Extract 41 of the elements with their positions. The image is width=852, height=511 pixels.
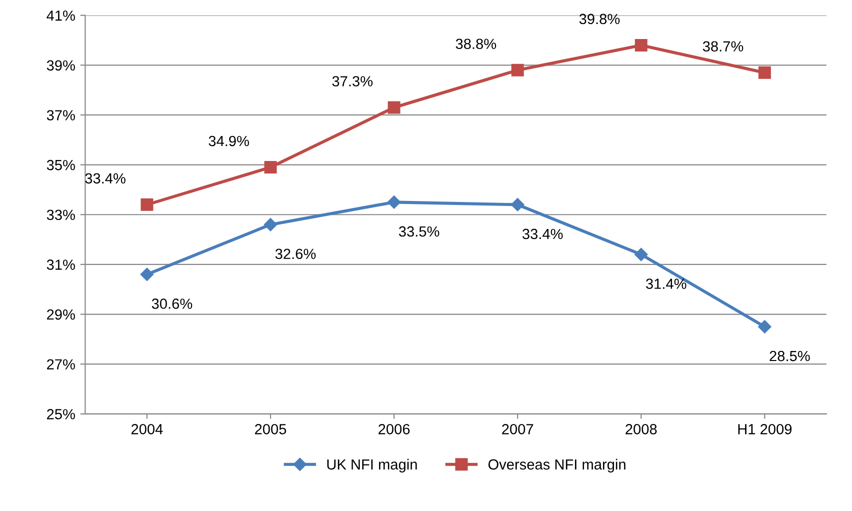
y-tick-label: 39% <box>46 60 75 71</box>
legend-label: UK NFI magin <box>327 458 417 473</box>
y-tick-label: 29% <box>47 309 75 320</box>
data-label: 28.5% <box>770 350 810 362</box>
data-label: 32.6% <box>275 248 316 260</box>
y-tick-label: 31% <box>46 260 75 270</box>
data-label: 33.4% <box>522 228 563 240</box>
x-tick-label: 2005 <box>255 424 286 434</box>
point <box>264 161 277 174</box>
data-label: 30.6% <box>152 298 192 309</box>
data-label: 39.8% <box>579 14 620 24</box>
point <box>511 198 524 212</box>
point <box>634 38 648 52</box>
point <box>140 268 154 281</box>
x-tick-label: 2007 <box>502 424 534 434</box>
point <box>388 101 400 114</box>
y-tick-label: 27% <box>47 359 75 370</box>
x-tick-label: H1 2009 <box>738 424 792 434</box>
y-tick-label: 33% <box>46 210 75 220</box>
data-label: 38.8% <box>456 38 496 50</box>
data-label: 33.5% <box>398 226 440 237</box>
y-tick-label: 35% <box>46 160 75 170</box>
x-tick-label: 2004 <box>131 424 163 434</box>
point <box>387 196 401 209</box>
data-label: 33.4% <box>85 173 126 184</box>
point <box>264 218 278 232</box>
y-tick-label: 37% <box>46 110 75 120</box>
legend-label: Overseas NFI margin <box>488 458 626 473</box>
point <box>140 198 154 211</box>
point <box>511 64 524 76</box>
data-label: 38.7% <box>702 41 744 52</box>
y-tick-label: 25% <box>47 409 75 420</box>
point <box>758 320 772 334</box>
y-tick-label: 41% <box>46 10 75 21</box>
point <box>758 66 771 79</box>
x-tick-label: 2006 <box>378 424 410 434</box>
point <box>634 248 648 262</box>
x-tick-label: 2008 <box>626 424 657 434</box>
data-label: 37.3% <box>332 76 373 86</box>
data-label: 34.9% <box>208 136 249 146</box>
data-label: 31.4% <box>646 278 686 289</box>
